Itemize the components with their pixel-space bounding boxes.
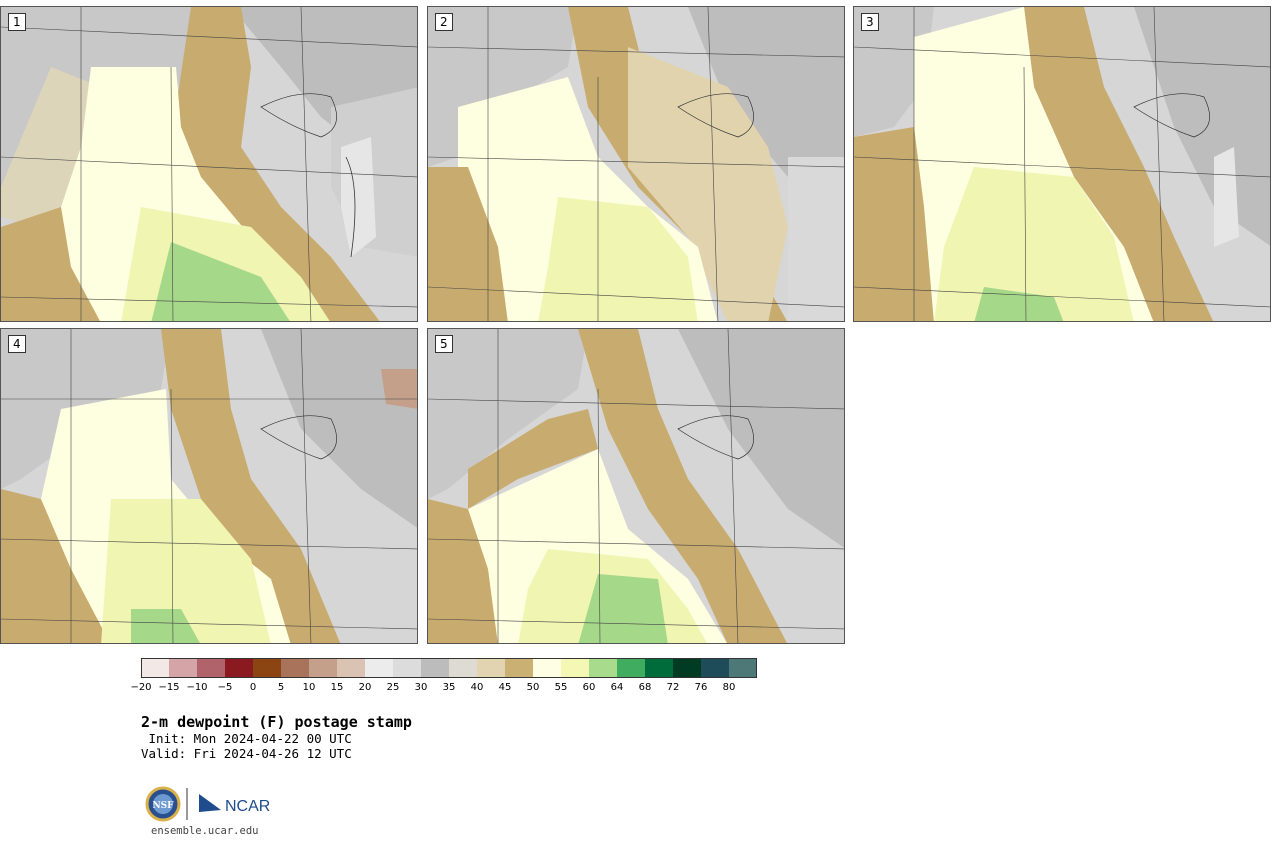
- colorbar-swatch: [337, 658, 366, 678]
- chart-title: 2-m dewpoint (F) postage stamp: [141, 713, 412, 731]
- colorbar-tick-label: 20: [358, 682, 372, 693]
- colorbar-swatch: [533, 658, 562, 678]
- colorbar-swatch: [169, 658, 198, 678]
- colorbar-swatch: [365, 658, 394, 678]
- colorbar-swatch: [449, 658, 478, 678]
- colorbar-tick-label: 0: [249, 682, 257, 693]
- panel-label: 2: [435, 13, 453, 31]
- dewpoint-map-3: [854, 7, 1270, 321]
- colorbar-swatch: [561, 658, 590, 678]
- colorbar-swatch: [253, 658, 282, 678]
- panel-label: 3: [861, 13, 879, 31]
- dewpoint-map-2: [428, 7, 844, 321]
- colorbar-tick-label: −15: [158, 682, 180, 693]
- nsf-ncar-logo: NSF NCAR: [145, 786, 270, 822]
- colorbar-tick-label: 40: [470, 682, 484, 693]
- colorbar-swatch: [617, 658, 646, 678]
- map-panel-3: 3: [853, 6, 1271, 322]
- colorbar-swatch: [645, 658, 674, 678]
- map-panel-2: 2: [427, 6, 845, 322]
- map-panel-1: 1: [0, 6, 418, 322]
- map-panel-5: 5: [427, 328, 845, 644]
- panel-label: 5: [435, 335, 453, 353]
- colorbar-tick-label: 76: [694, 682, 708, 693]
- colorbar-swatch: [421, 658, 450, 678]
- colorbar-tick-label: 45: [498, 682, 512, 693]
- colorbar-swatch: [729, 658, 757, 678]
- colorbar-tick-label: 55: [554, 682, 568, 693]
- colorbar-tick-label: 10: [302, 682, 316, 693]
- dewpoint-map-4: [1, 329, 417, 643]
- panel-label: 4: [8, 335, 26, 353]
- colorbar-tick-label: 50: [526, 682, 540, 693]
- colorbar-tick-label: 60: [582, 682, 596, 693]
- colorbar-tick-label: −20: [130, 682, 152, 693]
- map-panel-4: 4: [0, 328, 418, 644]
- colorbar-swatch: [309, 658, 338, 678]
- colorbar-tick-label: 5: [277, 682, 285, 693]
- colorbar-tick-label: 80: [722, 682, 736, 693]
- colorbar-tick-label: −10: [186, 682, 208, 693]
- colorbar-tick-label: 35: [442, 682, 456, 693]
- colorbar-tick-label: 15: [330, 682, 344, 693]
- dewpoint-map-1: [1, 7, 417, 321]
- logo-ncar-text: NCAR: [225, 798, 270, 815]
- init-time: Init: Mon 2024-04-22 00 UTC: [141, 731, 352, 746]
- colorbar-tick-label: −5: [217, 682, 233, 693]
- valid-time: Valid: Fri 2024-04-26 12 UTC: [141, 746, 352, 761]
- colorbar: [141, 658, 757, 678]
- colorbar-tick-label: 30: [414, 682, 428, 693]
- colorbar-tick-label: 72: [666, 682, 680, 693]
- site-url: ensemble.ucar.edu: [151, 825, 259, 837]
- colorbar-tick-label: 68: [638, 682, 652, 693]
- colorbar-swatch: [281, 658, 310, 678]
- colorbar-swatch: [477, 658, 506, 678]
- colorbar-swatch: [393, 658, 422, 678]
- logo-nsf-text: NSF: [152, 801, 174, 811]
- colorbar-swatch: [701, 658, 730, 678]
- colorbar-border: [141, 658, 757, 678]
- colorbar-tick-label: 25: [386, 682, 400, 693]
- dewpoint-map-5: [428, 329, 844, 643]
- panel-label: 1: [8, 13, 26, 31]
- colorbar-swatch: [141, 658, 170, 678]
- colorbar-swatch: [225, 658, 254, 678]
- colorbar-tick-label: 64: [610, 682, 624, 693]
- colorbar-swatch: [589, 658, 618, 678]
- colorbar-swatch: [197, 658, 226, 678]
- colorbar-swatch: [505, 658, 534, 678]
- colorbar-swatch: [673, 658, 702, 678]
